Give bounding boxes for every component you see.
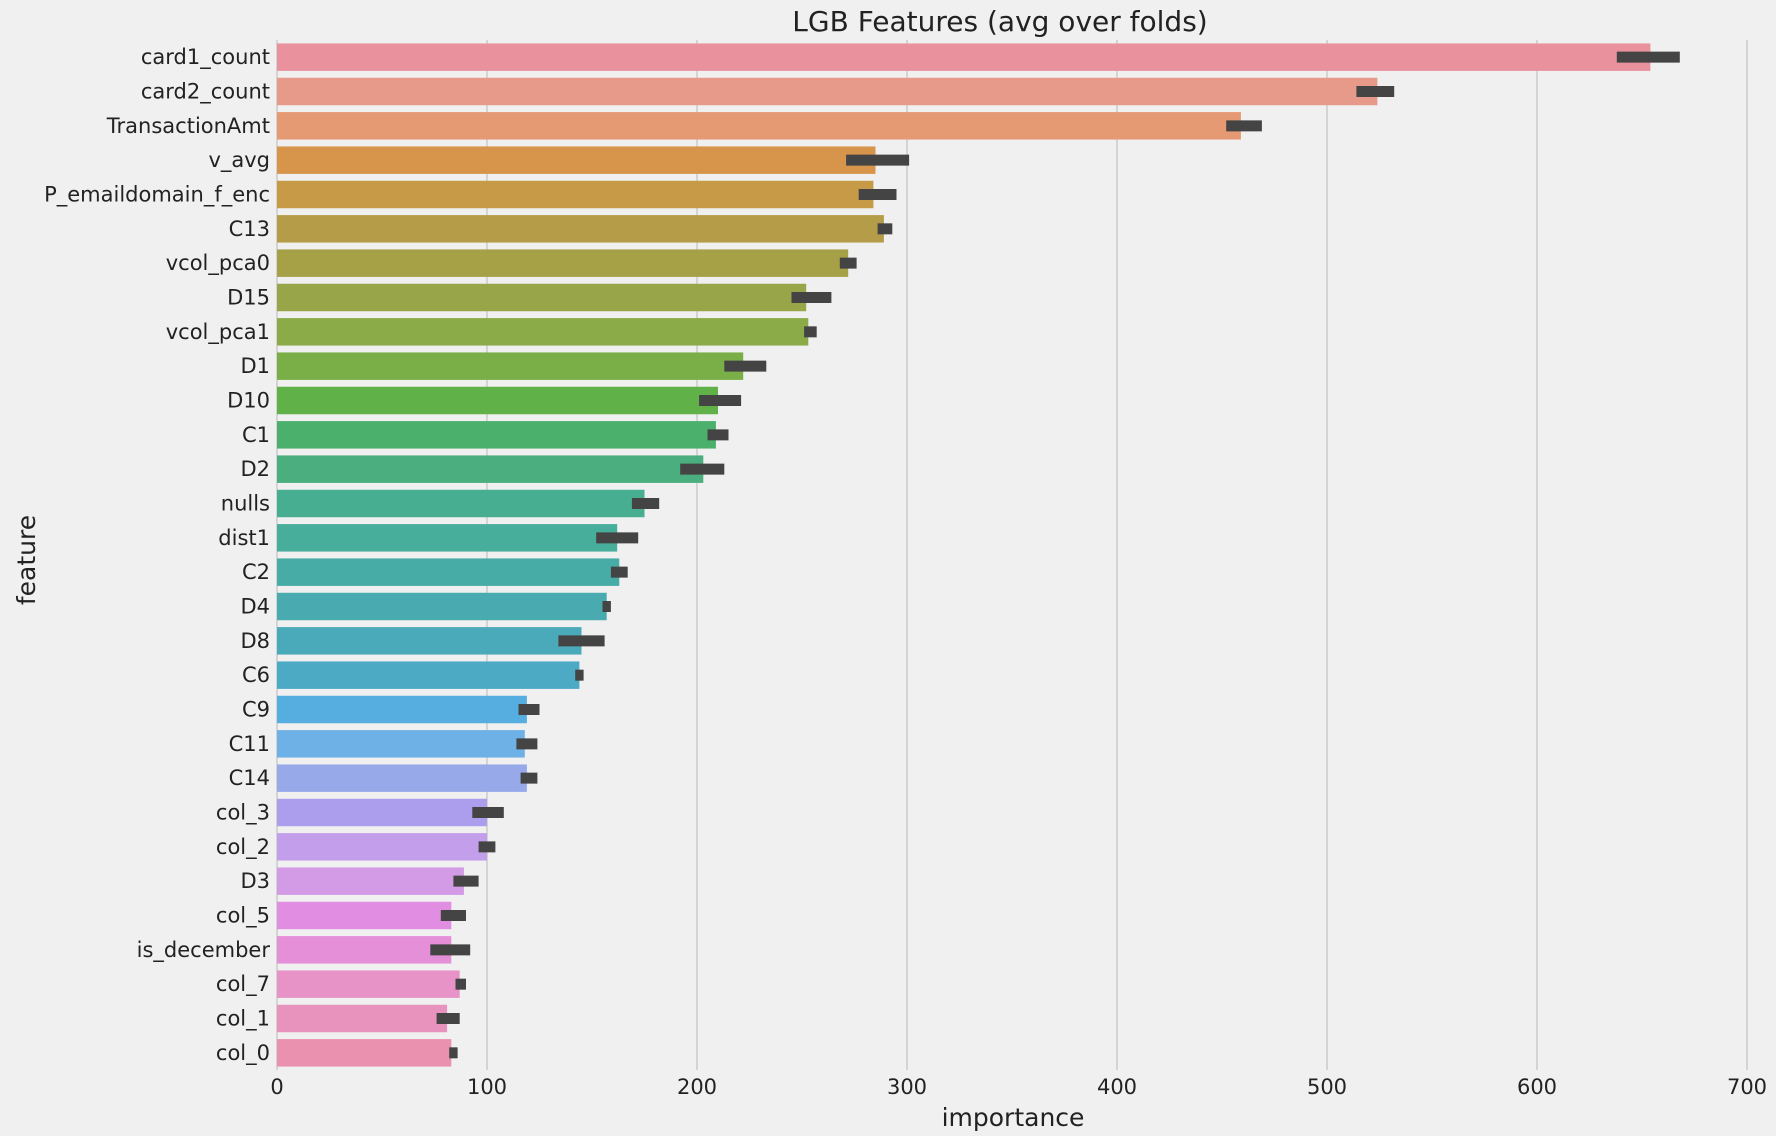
- y-tick-label: C14: [229, 766, 270, 790]
- x-tick-label: 0: [270, 1075, 283, 1099]
- x-tick-labels: 0 100 200 300 400 500 600 700: [270, 1075, 1767, 1099]
- y-tick-label: col_7: [216, 972, 270, 997]
- bar: [277, 318, 809, 346]
- bar: [277, 112, 1241, 140]
- bar: [277, 249, 849, 277]
- bar: [277, 421, 716, 449]
- bar: [277, 146, 876, 174]
- y-tick-label: D4: [240, 595, 270, 619]
- y-tick-label: vcol_pca0: [166, 251, 270, 276]
- y-tick-label: col_0: [216, 1041, 270, 1066]
- y-tick-label: D15: [227, 286, 270, 310]
- x-tick-label: 600: [1517, 1075, 1557, 1099]
- y-tick-label: dist1: [218, 526, 270, 550]
- bar: [277, 901, 452, 930]
- y-tick-label: C1: [242, 423, 270, 447]
- bar: [277, 43, 1651, 71]
- x-axis-label: importance: [942, 1103, 1085, 1132]
- bar: [277, 524, 618, 552]
- y-tick-label: C11: [229, 732, 270, 756]
- y-tick-label: v_avg: [208, 148, 270, 173]
- y-tick-label: C13: [229, 217, 270, 241]
- bar: [277, 77, 1378, 106]
- bar: [277, 592, 607, 621]
- bar: [277, 352, 744, 380]
- y-tick-labels: card1_count card2_count TransactionAmt v_av…: [44, 45, 270, 1066]
- bar: [277, 833, 487, 861]
- bar: [277, 215, 884, 243]
- y-tick-label: is_december: [137, 938, 271, 963]
- bar: [277, 283, 807, 312]
- bar: [277, 661, 580, 689]
- y-tick-label: col_3: [216, 801, 270, 826]
- bar: [277, 1039, 452, 1067]
- y-tick-label: P_emaildomain_f_enc: [44, 183, 270, 208]
- x-tick-label: 500: [1307, 1075, 1347, 1099]
- bars: [277, 43, 1651, 1067]
- bar: [277, 1004, 448, 1033]
- y-tick-label: D8: [240, 629, 270, 653]
- y-tick-label: C2: [242, 560, 270, 584]
- bar: [277, 695, 527, 724]
- error-bars: [430, 51, 1680, 1059]
- y-tick-label: col_2: [216, 835, 270, 860]
- bar: [277, 764, 527, 792]
- y-tick-label: C9: [242, 698, 270, 722]
- bar: [277, 970, 460, 998]
- bar: [277, 936, 452, 964]
- x-tick-label: 100: [467, 1075, 507, 1099]
- bar: [277, 455, 704, 483]
- x-tick-label: 700: [1727, 1075, 1767, 1099]
- y-tick-label: card1_count: [141, 45, 270, 70]
- bar: [277, 386, 718, 415]
- y-tick-label: col_5: [216, 904, 270, 929]
- x-tick-label: 400: [1097, 1075, 1137, 1099]
- x-tick-label: 300: [887, 1075, 927, 1099]
- bar: [277, 558, 620, 586]
- gridlines: [276, 40, 1748, 1070]
- y-tick-label: vcol_pca1: [166, 320, 270, 345]
- bar: [277, 489, 645, 518]
- y-tick-label: D2: [240, 457, 270, 481]
- y-tick-label: col_1: [216, 1007, 270, 1032]
- y-tick-label: D1: [240, 354, 270, 378]
- y-tick-label: C6: [242, 663, 270, 687]
- y-axis-label: feature: [12, 515, 41, 605]
- bar: [277, 730, 525, 758]
- bar: [277, 798, 487, 827]
- x-tick-label: 200: [677, 1075, 717, 1099]
- y-tick-label: D10: [227, 389, 270, 413]
- bar: [277, 180, 874, 209]
- y-tick-label: card2_count: [141, 80, 270, 105]
- bar: [277, 867, 464, 895]
- y-tick-label: TransactionAmt: [106, 114, 270, 138]
- y-tick-label: D3: [240, 869, 270, 893]
- chart-title: LGB Features (avg over folds): [792, 5, 1207, 38]
- y-tick-label: nulls: [221, 492, 270, 516]
- bar: [277, 627, 582, 655]
